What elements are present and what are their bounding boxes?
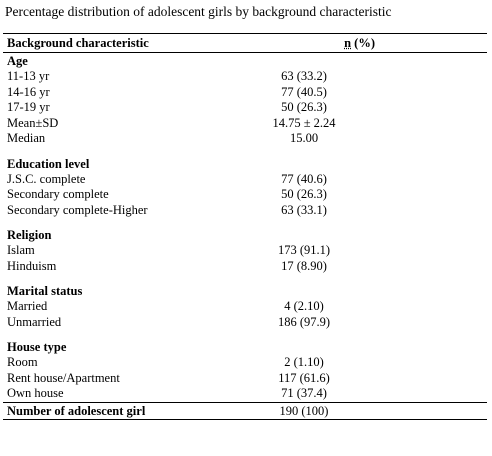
row-value: 77 (40.5) [281,84,327,99]
row-label: Islam [7,243,35,257]
table-row: Room 2 (1.10) [3,355,487,371]
row-value: 173 (91.1) [277,243,331,257]
header-n-percent: n (%) [161,34,487,52]
row-value: 117 (61.6) [278,370,330,385]
table-row: Median 15.00 [3,131,487,147]
table-row: J.S.C. complete 77 (40.6) [3,172,487,188]
row-value: 14.75 ± 2.24 [272,115,336,130]
row-value: 63 (33.2) [281,69,327,83]
row-label: Secondary complete-Higher [7,202,148,217]
total-value: 190 (100) [279,403,329,418]
row-label: Rent house/Apartment [7,370,120,385]
group-spacer [3,330,487,339]
table-row: Hinduism 17 (8.90) [3,259,487,275]
group-title: Age [7,54,28,68]
row-label: 11-13 yr [7,69,50,83]
table-row: 17-19 yr 50 (26.3) [3,100,487,116]
table-row: 11-13 yr 63 (33.2) [3,69,487,85]
group-title: House type [7,340,67,354]
row-label: Mean±SD [7,115,59,130]
group-title: Marital status [7,284,83,298]
group-spacer [3,274,487,283]
row-value: 15.00 [289,131,319,145]
row-value: 50 (26.3) [281,100,327,114]
table-body: Age 11-13 yr 63 (33.2) 14-16 yr 77 (40.5) 17-… [3,53,487,402]
row-label: Own house [7,386,64,400]
header-background-characteristic: Background characteristic [7,36,149,50]
row-label: 14-16 yr [7,84,50,99]
row-value: 186 (97.9) [277,314,331,329]
distribution-table: Background characteristic n (%) Age 11-13… [3,33,487,420]
row-label: Median [7,131,46,145]
row-value: 17 (8.90) [281,258,327,273]
total-label: Number of adolescent girl [7,403,146,418]
row-label: J.S.C. complete [7,171,86,186]
group-title: Religion [7,228,52,242]
row-value: 50 (26.3) [281,187,327,201]
row-label: Room [7,355,38,369]
table-row: Rent house/Apartment 117 (61.6) [3,371,487,387]
table-row: Secondary complete-Higher 63 (33.1) [3,203,487,219]
table-header-row: Background characteristic n (%) [3,34,487,53]
row-value: 2 (1.10) [284,355,324,369]
row-value: 4 (2.10) [284,299,324,313]
table-row: 14-16 yr 77 (40.5) [3,85,487,101]
row-label: Unmarried [7,314,62,329]
row-value: 77 (40.6) [281,171,327,186]
table-row: Unmarried 186 (97.9) [3,315,487,331]
header-n-letter: n [344,36,352,50]
table-total-row: Number of adolescent girl 190 (100) [3,401,487,420]
table-row: Married 4 (2.10) [3,299,487,315]
table-caption: Percentage distribution of adolescent gi… [5,4,392,19]
group-spacer [3,218,487,227]
row-label: Married [7,299,48,313]
table-row: Islam 173 (91.1) [3,243,487,259]
table-top-rule [3,33,487,34]
group-title: Education level [7,156,90,171]
table-row: Own house 71 (37.4) [3,386,487,402]
group-spacer [3,147,487,156]
header-percent: (%) [351,36,375,50]
row-value: 71 (37.4) [281,386,327,400]
row-value: 63 (33.1) [281,202,327,217]
row-label: Hinduism [7,258,57,273]
row-label: Secondary complete [7,187,109,201]
table-row: Secondary complete 50 (26.3) [3,187,487,203]
row-label: 17-19 yr [7,100,50,114]
table-row: Mean±SD 14.75 ± 2.24 [3,116,487,132]
